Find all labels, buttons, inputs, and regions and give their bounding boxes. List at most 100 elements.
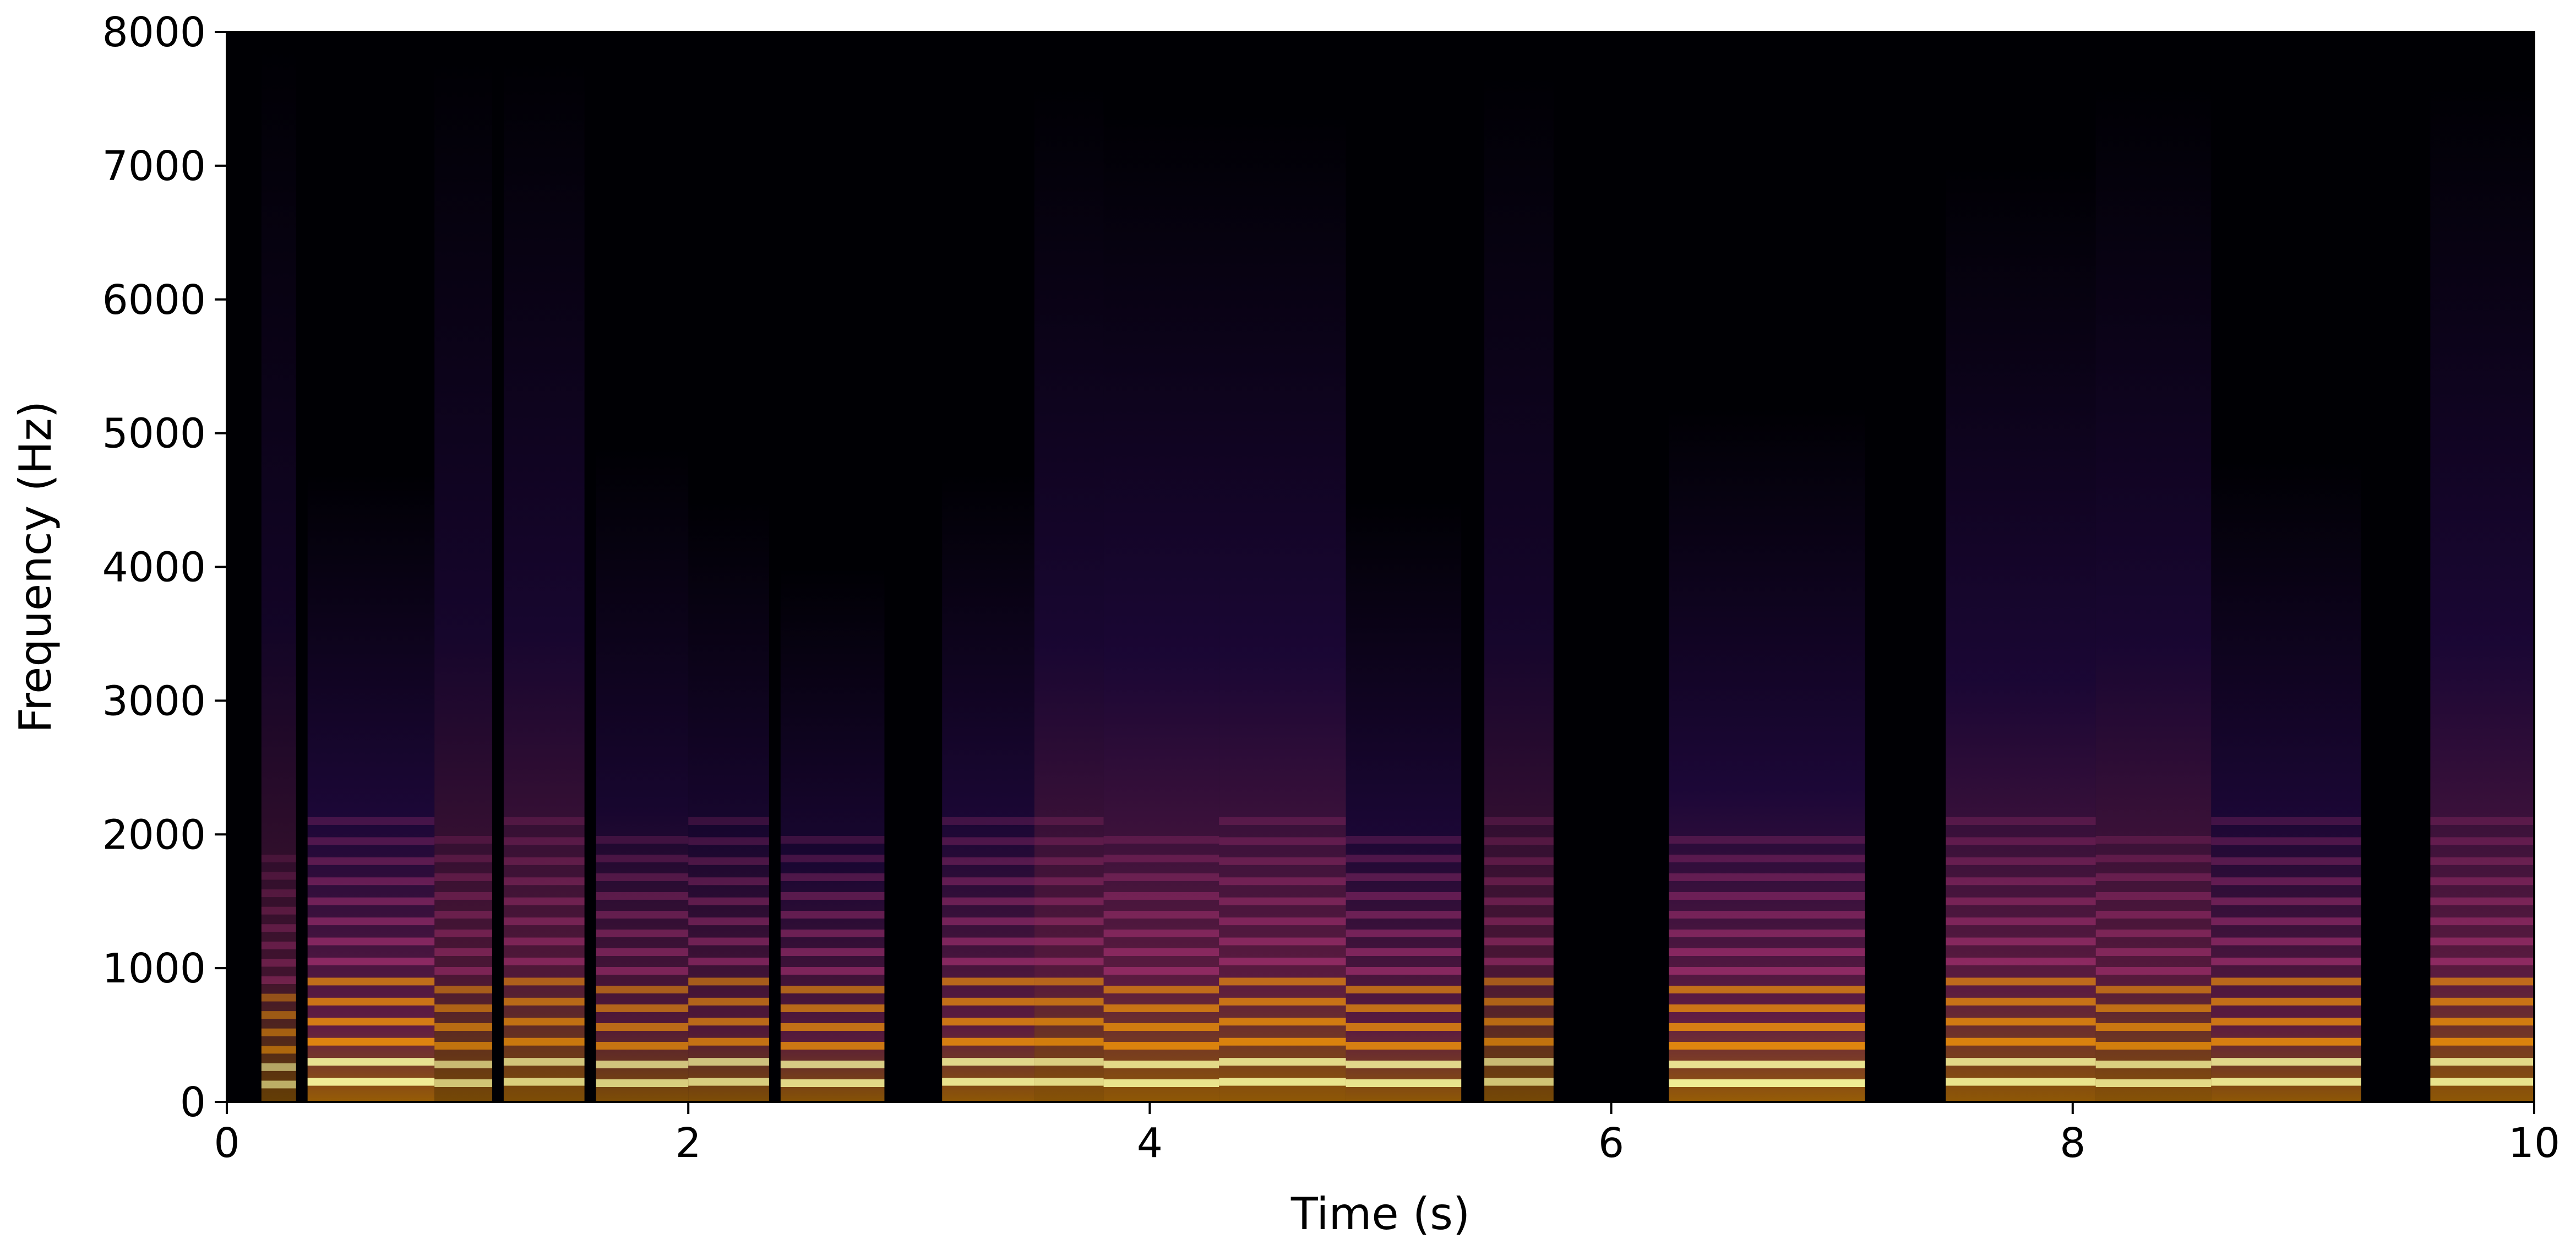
harmonic-band [1034, 917, 1104, 926]
harmonic-band [1034, 1018, 1104, 1026]
harmonic-band [434, 910, 492, 919]
harmonic-band [1103, 1060, 1219, 1068]
harmonic-band [780, 1023, 885, 1031]
harmonic-band [503, 917, 585, 926]
harmonic-band [2430, 1058, 2534, 1066]
harmonic-band [1484, 1058, 1554, 1066]
harmonic-band [2430, 917, 2534, 926]
voiced-segment-2 [307, 473, 435, 1102]
harmonic-band [2430, 897, 2534, 905]
harmonic-band [307, 997, 435, 1006]
harmonic-band [1669, 1023, 1865, 1031]
harmonic-band [1669, 929, 1865, 937]
harmonic-band [1669, 910, 1865, 919]
harmonic-band [780, 892, 885, 900]
harmonic-band [2430, 857, 2534, 865]
harmonic-band [2430, 997, 2534, 1006]
y-tick-label: 7000 [102, 143, 206, 190]
voiced-segment-6 [688, 500, 769, 1102]
voiced-segment-7 [780, 567, 885, 1102]
harmonic-band [780, 1004, 885, 1012]
harmonic-band [780, 854, 885, 862]
x-tick-label: 10 [2508, 1120, 2560, 1167]
harmonic-band [1103, 1041, 1219, 1050]
harmonic-band [434, 929, 492, 937]
voiced-segment-3 [434, 58, 492, 1102]
harmonic-band [307, 897, 435, 905]
harmonic-band [2211, 837, 2361, 845]
harmonic-band [2211, 1037, 2361, 1046]
segment-energy [688, 500, 769, 1102]
harmonic-band [503, 897, 585, 905]
harmonic-band [942, 1078, 1034, 1086]
voiced-segment-17 [2211, 460, 2361, 1102]
voiced-segment-4 [503, 58, 585, 1102]
harmonic-band [1034, 1037, 1104, 1046]
harmonic-band [503, 997, 585, 1006]
harmonic-band [307, 957, 435, 965]
harmonic-band [1219, 937, 1346, 946]
harmonic-band [1219, 957, 1346, 965]
harmonic-band [1484, 1037, 1554, 1046]
harmonic-band [503, 877, 585, 885]
harmonic-band [1669, 1079, 1865, 1087]
harmonic-band [307, 917, 435, 926]
voiced-segment-14 [1669, 406, 1865, 1102]
harmonic-band [942, 1018, 1034, 1026]
segment-energy [1484, 72, 1554, 1102]
harmonic-band [1103, 854, 1219, 862]
harmonic-band [1669, 892, 1865, 900]
harmonic-band [2211, 937, 2361, 946]
harmonic-band [780, 910, 885, 919]
harmonic-band [780, 835, 885, 844]
harmonic-band [261, 976, 296, 984]
harmonic-band [2095, 873, 2212, 881]
harmonic-band [1346, 910, 1462, 919]
harmonic-band [2095, 929, 2212, 937]
harmonic-band [434, 985, 492, 993]
harmonic-band [1034, 817, 1104, 825]
harmonic-band [1484, 957, 1554, 965]
harmonic-band [2095, 892, 2212, 900]
harmonic-band [434, 892, 492, 900]
segment-energy [1669, 406, 1865, 1102]
harmonic-band [1669, 873, 1865, 881]
harmonic-band [1103, 873, 1219, 881]
segment-energy [1346, 500, 1462, 1102]
harmonic-band [942, 937, 1034, 946]
harmonic-band [1103, 910, 1219, 919]
voiced-segment-15 [1946, 165, 2096, 1102]
harmonic-band [688, 1078, 769, 1086]
harmonic-band [2211, 997, 2361, 1006]
harmonic-band [1346, 835, 1462, 844]
harmonic-band [2211, 917, 2361, 926]
harmonic-band [1669, 1041, 1865, 1050]
harmonic-band [1946, 937, 2096, 946]
harmonic-band [1946, 1078, 2096, 1086]
harmonic-band [261, 1046, 296, 1054]
harmonic-band [261, 906, 296, 915]
harmonic-band [2095, 854, 2212, 862]
harmonic-band [596, 835, 689, 844]
harmonic-band [1219, 877, 1346, 885]
harmonic-band [1034, 857, 1104, 865]
harmonic-band [261, 993, 296, 1002]
harmonic-band [2095, 948, 2212, 956]
harmonic-band [1484, 877, 1554, 885]
segment-energy [2430, 85, 2534, 1102]
harmonic-band [261, 1063, 296, 1071]
harmonic-band [2430, 957, 2534, 965]
harmonic-band [688, 897, 769, 905]
voiced-segment-5 [596, 446, 689, 1102]
harmonic-band [1946, 997, 2096, 1006]
harmonic-band [307, 1018, 435, 1026]
voiced-segment-18 [2430, 85, 2534, 1102]
harmonic-band [780, 929, 885, 937]
x-tick-label: 8 [2060, 1120, 2085, 1167]
harmonic-band [1669, 835, 1865, 844]
harmonic-band [307, 877, 435, 885]
harmonic-band [1034, 897, 1104, 905]
segment-energy [1034, 85, 1104, 1102]
harmonic-band [2430, 877, 2534, 885]
harmonic-band [1946, 857, 2096, 865]
